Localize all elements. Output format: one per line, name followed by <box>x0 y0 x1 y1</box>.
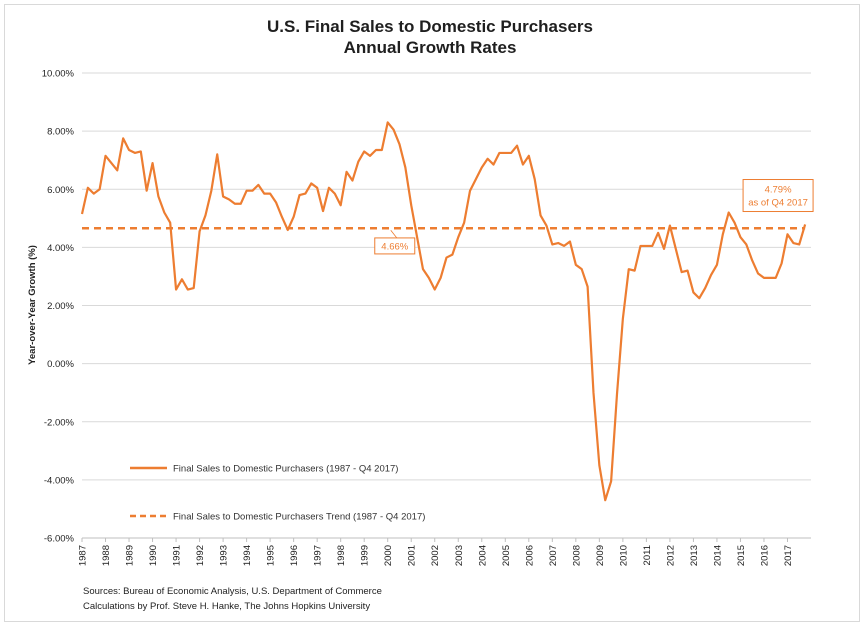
x-axis-ticks: 1987 1988 1989 1990 1991 1992 1993 1994 1995 1996… <box>78 538 794 566</box>
x-tick-label: 2009 <box>595 545 606 566</box>
x-tick-label: 2013 <box>689 545 700 566</box>
x-tick-label: 2005 <box>501 545 512 566</box>
x-tick-label: 2016 <box>759 545 770 566</box>
x-tick-label: 2010 <box>618 545 629 566</box>
y-axis-label: Year-over-Year Growth (%) <box>27 245 38 365</box>
x-tick-label: 2015 <box>736 545 747 566</box>
x-tick-label: 1999 <box>360 545 371 566</box>
y-tick-label: -6.00% <box>44 534 75 545</box>
series-group <box>80 121 807 502</box>
gridlines <box>82 72 811 539</box>
trend-annotation-leader <box>390 229 398 239</box>
sources-line-2: Calculations by Prof. Steve H. Hanke, Th… <box>83 601 370 612</box>
legend-label-trend: Final Sales to Domestic Purchasers Trend… <box>173 512 425 523</box>
y-tick-label: 6.00% <box>47 185 74 196</box>
legend-label-series: Final Sales to Domestic Purchasers (1987… <box>173 464 398 475</box>
x-tick-label: 1989 <box>125 545 136 566</box>
latest-annotation-value: 4.79% <box>765 185 792 196</box>
y-tick-label: 2.00% <box>47 301 74 312</box>
x-tick-label: 1991 <box>172 545 183 566</box>
x-tick-label: 2014 <box>712 545 723 566</box>
x-tick-label: 1997 <box>313 545 324 566</box>
trend-annotation-label: 4.66% <box>381 241 408 252</box>
latest-annotation-date: as of Q4 2017 <box>748 198 808 209</box>
trend-annotation: 4.66% <box>374 237 416 255</box>
x-tick-label: 1988 <box>101 545 112 566</box>
series-line-final-sales <box>80 121 807 502</box>
y-tick-label: 8.00% <box>47 127 74 138</box>
x-tick-label: 2004 <box>477 545 488 566</box>
chart-title: U.S. Final Sales to Domestic Purchasers <box>267 17 593 36</box>
latest-annotation-box <box>742 179 814 213</box>
chart-frame: U.S. Final Sales to Domestic Purchasers … <box>4 4 860 622</box>
y-tick-label: 10.00% <box>42 69 75 80</box>
x-tick-label: 1994 <box>242 545 253 566</box>
x-tick-label: 2011 <box>642 545 653 565</box>
sources-line-1: Sources: Bureau of Economic Analysis, U.… <box>83 586 382 597</box>
x-tick-label: 2002 <box>430 545 441 566</box>
x-tick-label: 2003 <box>454 545 465 566</box>
y-tick-label: -2.00% <box>44 417 75 428</box>
line-chart: U.S. Final Sales to Domestic Purchasers … <box>27 17 814 612</box>
legend: Final Sales to Domestic Purchasers (1987… <box>130 464 425 523</box>
x-tick-label: 1987 <box>78 545 89 566</box>
x-tick-label: 1995 <box>266 545 277 566</box>
latest-annotation: 4.79% as of Q4 2017 <box>742 179 814 213</box>
chart-subtitle: Annual Growth Rates <box>344 38 517 57</box>
y-tick-label: 0.00% <box>47 359 74 370</box>
x-tick-label: 2006 <box>524 545 535 566</box>
x-tick-label: 2012 <box>665 545 676 566</box>
x-tick-label: 1990 <box>148 545 159 566</box>
x-tick-label: 2007 <box>548 545 559 566</box>
x-tick-label: 1996 <box>289 545 300 566</box>
y-tick-label: -4.00% <box>44 475 75 486</box>
y-axis-ticks: 10.00% 8.00% 6.00% 4.00% 2.00% 0.00% -2.00% -4.… <box>42 69 75 545</box>
y-tick-label: 4.00% <box>47 243 74 254</box>
x-tick-label: 2017 <box>783 545 794 566</box>
trend-annotation-box <box>374 237 416 255</box>
x-tick-label: 2000 <box>383 545 394 566</box>
x-tick-label: 1992 <box>195 545 206 566</box>
x-tick-label: 1993 <box>219 545 230 566</box>
x-tick-label: 1998 <box>336 545 347 566</box>
x-tick-label: 2008 <box>571 545 582 566</box>
x-tick-label: 2001 <box>407 545 418 566</box>
